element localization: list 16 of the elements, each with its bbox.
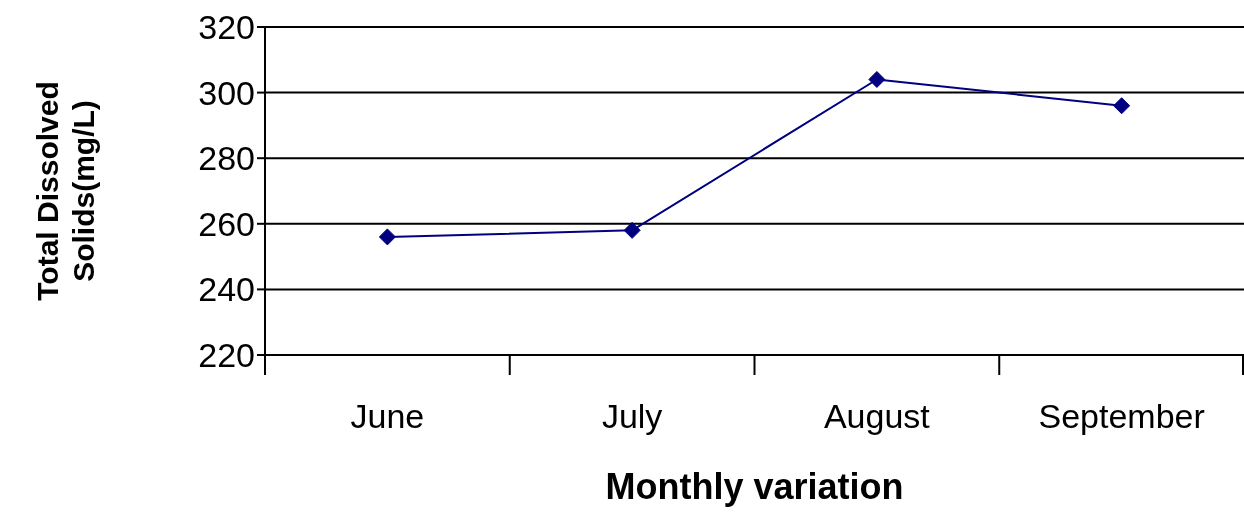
- x-tick-label: September: [1038, 397, 1205, 435]
- y-tick-label: 240: [198, 270, 255, 309]
- y-axis-title: Total Dissolved Solids(mg/L): [31, 81, 100, 301]
- x-axis-title: Monthly variation: [604, 466, 905, 508]
- x-tick-label: June: [350, 397, 425, 435]
- y-tick-label: 320: [198, 8, 255, 47]
- y-tick-label: 300: [198, 73, 255, 112]
- y-tick-label: 260: [198, 204, 255, 243]
- point: [378, 228, 396, 246]
- y-tick-label: 220: [198, 336, 255, 375]
- x-tick-label: July: [601, 397, 663, 435]
- point: [623, 221, 641, 239]
- point: [1113, 97, 1131, 115]
- x-tick-label: August: [823, 397, 931, 435]
- y-tick-label: 280: [198, 139, 255, 178]
- point: [868, 70, 886, 88]
